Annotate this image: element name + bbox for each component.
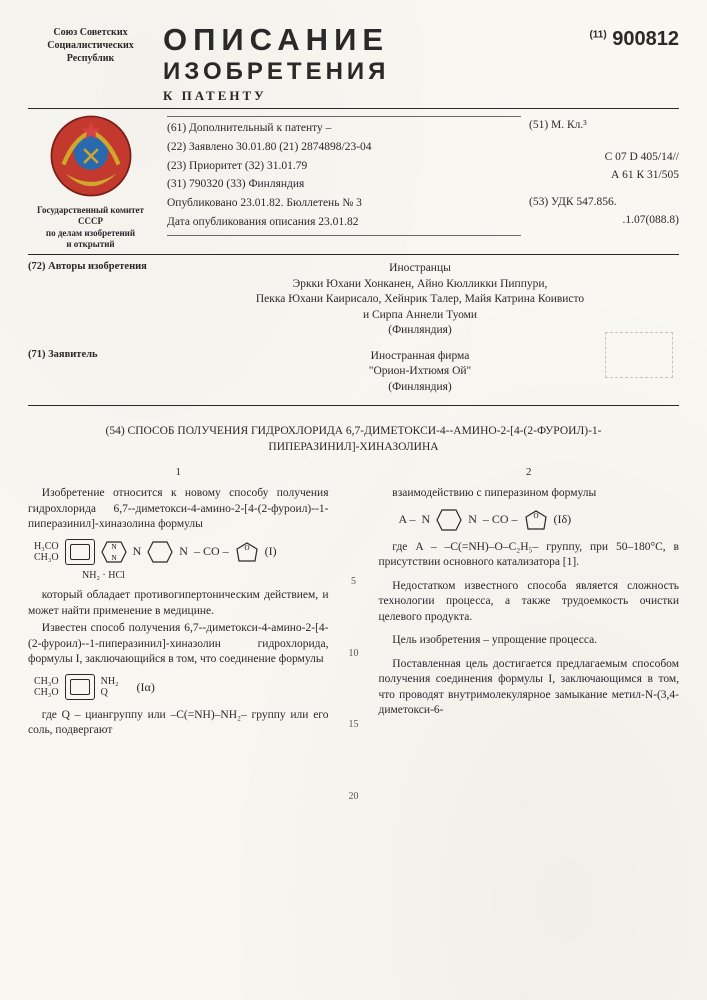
meta-line: (22) Заявлено 30.01.80 (21) 2874898/23-0…	[167, 139, 521, 157]
benzene-ring-icon	[65, 674, 95, 700]
committee-line: СССР	[28, 216, 153, 227]
column-number: 1	[28, 465, 329, 480]
divider	[28, 108, 679, 109]
formula-tag: (I)	[265, 543, 277, 559]
formula-substituent: CH₃O	[34, 552, 59, 563]
divider	[167, 235, 521, 236]
paragraph: Цель изобретения – упрощение процесса.	[379, 633, 680, 649]
authors-label: (72) Авторы изобретения	[28, 261, 153, 339]
furan-ring-icon: O	[524, 509, 548, 531]
applicant-line: Иностранная фирма	[161, 349, 679, 365]
meta-line: (31) 790320 (33) Финляндия	[167, 176, 521, 194]
formula-n: N	[422, 511, 431, 527]
paragraph: который обладает противогипертоническим …	[28, 588, 329, 619]
paragraph: где Q – циангруппу или –C(=NH)–NH₂– груп…	[28, 708, 329, 739]
ipc-code: С 07 D 405/14//	[529, 149, 679, 167]
paragraph: Недостатком известного способа является …	[379, 579, 680, 626]
formula-salt: NH₂ · HCl	[82, 569, 329, 583]
formula-co: – CO –	[483, 511, 518, 527]
authors-value: Иностранцы Эркки Юхани Хонканен, Айно Кю…	[161, 261, 679, 339]
line-number: 5	[351, 575, 356, 589]
ipc-label: (51) М. Кл.³	[529, 117, 679, 135]
classification-block: (51) М. Кл.³ С 07 D 405/14// А 61 К 31/5…	[529, 113, 679, 250]
svg-text:O: O	[244, 544, 249, 552]
applicant-value: Иностранная фирма "Орион-Ихтюмя Ой" (Фин…	[161, 349, 679, 396]
authors-line: Пекка Юхани Каирисало, Хейнрик Талер, Ма…	[161, 292, 679, 308]
issuer-block: Союз Советских Социалистических Республи…	[28, 22, 153, 65]
chemical-formula-2: CH₃O CH₃O NH₂ Q (Iα)	[34, 674, 329, 700]
article-title: (54) СПОСОБ ПОЛУЧЕНИЯ ГИДРОХЛОРИДА 6,7-Д…	[64, 424, 643, 455]
furan-ring-icon: O	[235, 541, 259, 563]
paragraph: Поставленная цель достигается предлагаем…	[379, 657, 680, 719]
authors-line: (Финляндия)	[161, 323, 679, 339]
benzene-ring-icon	[65, 539, 95, 565]
divider	[28, 405, 679, 406]
formula-substituent: CH₃O	[34, 676, 59, 687]
chemical-formula-3: A – N N – CO – O (Iδ)	[399, 508, 680, 532]
divider	[167, 116, 521, 117]
divider	[28, 254, 679, 255]
issuer-line: Союз Советских	[28, 26, 153, 39]
chemical-formula-1: H₃CO CH₃O NN N N – CO – O (I)	[34, 539, 329, 565]
title-block: ОПИСАНИЕ ИЗОБРЕТЕНИЯ К ПАТЕНТУ	[163, 22, 579, 104]
issuer-line: Республик	[28, 52, 153, 65]
formula-a: A –	[399, 511, 416, 527]
meta-line: Опубликовано 23.01.82. Бюллетень № 3	[167, 195, 521, 213]
piperazine-ring-icon	[436, 508, 462, 532]
column-number: 2	[379, 465, 680, 480]
meta-line: (23) Приоритет (32) 31.01.79	[167, 158, 521, 176]
authors-line: Иностранцы	[161, 261, 679, 277]
column-2: 2 взаимодействию с пиперазином формулы A…	[379, 465, 680, 803]
paragraph: Изобретение относится к новому способу п…	[28, 486, 329, 533]
state-emblem-icon	[48, 113, 134, 199]
paragraph: взаимодействию с пиперазином формулы	[379, 486, 680, 502]
authors-line: Эркки Юхани Хонканен, Айно Кюлликки Пипп…	[161, 277, 679, 293]
svg-text:O: O	[533, 512, 538, 520]
paragraph: где A – –C(=NH)–O–C₂H₅– группу, при 50–1…	[379, 540, 680, 571]
formula-n: N	[468, 511, 477, 527]
issuer-line: Социалистических	[28, 39, 153, 52]
meta-line: Дата опубликования описания 23.01.82	[167, 214, 521, 232]
formula-tag: (Iδ)	[554, 511, 572, 527]
udk-code: .1.07(088.8)	[529, 212, 679, 230]
applicant-line: (Финляндия)	[161, 380, 679, 396]
line-number: 20	[349, 790, 359, 804]
committee-block: Государственный комитет СССР по делам из…	[28, 205, 153, 250]
stamp-box	[605, 332, 673, 378]
docnum-prefix: (11)	[589, 29, 606, 40]
committee-line: Государственный комитет	[28, 205, 153, 216]
udk-label: (53) УДК 547.856.	[529, 194, 679, 212]
column-1: 1 Изобретение относится к новому способу…	[28, 465, 329, 803]
committee-line: и открытий	[28, 239, 153, 250]
committee-line: по делам изобретений	[28, 228, 153, 239]
document-number: (11) 900812	[589, 22, 679, 51]
meta-line: (61) Дополнительный к патенту –	[167, 120, 521, 138]
formula-n: N	[179, 543, 188, 559]
formula-tag: (Iα)	[137, 679, 155, 695]
applicant-line: "Орион-Ихтюмя Ой"	[161, 364, 679, 380]
metadata-block: (61) Дополнительный к патенту – (22) Зая…	[161, 113, 521, 250]
formula-substituent: H₃CO	[34, 541, 59, 552]
paragraph: Известен способ получения 6,7--диметокси…	[28, 621, 329, 668]
piperazine-ring-icon	[147, 540, 173, 564]
line-number-gutter: 5 10 15 20	[347, 465, 361, 803]
authors-line: и Сирпа Аннели Туоми	[161, 308, 679, 324]
formula-substituent: NH₂	[101, 676, 119, 687]
title-sub: ИЗОБРЕТЕНИЯ	[163, 58, 579, 86]
ipc-code: А 61 К 31/505	[529, 167, 679, 185]
svg-text:N: N	[111, 543, 116, 551]
formula-n: N	[133, 543, 142, 559]
docnum-value: 900812	[612, 28, 679, 50]
formula-co: – CO –	[194, 543, 229, 559]
applicant-label: (71) Заявитель	[28, 349, 153, 396]
formula-substituent: CH₃O	[34, 687, 59, 698]
line-number: 15	[349, 718, 359, 732]
formula-substituent: Q	[101, 687, 119, 698]
title-small: К ПАТЕНТУ	[163, 88, 579, 104]
quinazoline-ring-icon: NN	[101, 540, 127, 564]
line-number: 10	[349, 647, 359, 661]
svg-text:N: N	[111, 554, 116, 562]
title-main: ОПИСАНИЕ	[163, 22, 579, 58]
